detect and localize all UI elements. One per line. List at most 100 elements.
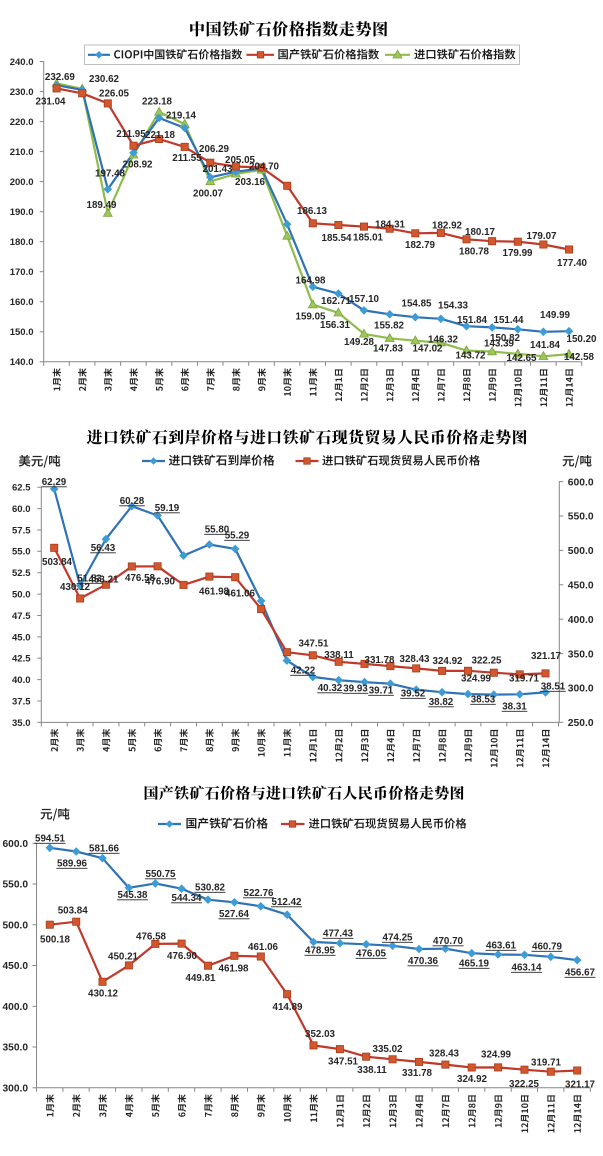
svg-text:478.95: 478.95 — [305, 946, 336, 957]
svg-text:149.99: 149.99 — [540, 310, 571, 321]
svg-text:476.90: 476.90 — [145, 577, 176, 588]
svg-text:150.82: 150.82 — [490, 333, 521, 344]
svg-text:338.11: 338.11 — [357, 1065, 387, 1076]
svg-text:456.67: 456.67 — [565, 968, 596, 979]
svg-text:157.10: 157.10 — [349, 294, 380, 305]
svg-text:182.92: 182.92 — [432, 221, 463, 232]
svg-text:35.0: 35.0 — [12, 718, 31, 729]
svg-text:40.0: 40.0 — [12, 675, 31, 686]
svg-text:38.31: 38.31 — [502, 702, 527, 713]
svg-text:449.81: 449.81 — [186, 973, 217, 984]
svg-text:154.85: 154.85 — [402, 299, 433, 310]
svg-text:143.39: 143.39 — [484, 339, 515, 350]
svg-text:140.0: 140.0 — [10, 357, 34, 368]
svg-text:470.70: 470.70 — [433, 936, 464, 947]
svg-text:60.28: 60.28 — [120, 496, 145, 507]
svg-text:594.51: 594.51 — [35, 834, 66, 845]
svg-text:512.42: 512.42 — [272, 897, 303, 908]
svg-text:52.5: 52.5 — [12, 568, 31, 579]
svg-text:147.83: 147.83 — [373, 344, 404, 355]
svg-text:42.5: 42.5 — [12, 654, 31, 665]
svg-text:177.40: 177.40 — [557, 258, 588, 269]
svg-text:203.16: 203.16 — [235, 177, 266, 188]
svg-text:190.0: 190.0 — [10, 207, 34, 218]
svg-text:180.17: 180.17 — [465, 227, 496, 238]
svg-text:200.0: 200.0 — [10, 177, 34, 188]
svg-text:170.0: 170.0 — [10, 267, 34, 278]
svg-text:300.0: 300.0 — [568, 684, 594, 695]
svg-text:322.25: 322.25 — [472, 656, 503, 667]
svg-text:204.70: 204.70 — [249, 162, 280, 173]
svg-text:461.98: 461.98 — [219, 964, 250, 975]
svg-text:141.84: 141.84 — [530, 340, 561, 351]
svg-text:150.20: 150.20 — [567, 334, 598, 345]
svg-text:319.71: 319.71 — [531, 1058, 562, 1069]
svg-text:503.84: 503.84 — [42, 557, 73, 568]
svg-text:460.79: 460.79 — [532, 942, 563, 953]
svg-text:151.44: 151.44 — [494, 315, 525, 326]
svg-text:60.0: 60.0 — [12, 504, 31, 515]
svg-text:319.71: 319.71 — [509, 674, 540, 685]
svg-text:476.90: 476.90 — [167, 951, 198, 962]
svg-text:223.18: 223.18 — [142, 97, 173, 108]
svg-text:324.99: 324.99 — [481, 1050, 512, 1061]
svg-text:476.58: 476.58 — [125, 573, 156, 584]
svg-text:321.17: 321.17 — [565, 1080, 596, 1091]
svg-text:154.33: 154.33 — [438, 301, 469, 312]
svg-text:240.0: 240.0 — [10, 57, 34, 68]
svg-text:147.02: 147.02 — [413, 344, 444, 355]
svg-text:38.53: 38.53 — [471, 695, 496, 706]
svg-text:38.82: 38.82 — [429, 697, 454, 708]
svg-text:55.80: 55.80 — [205, 525, 230, 536]
svg-text:430.12: 430.12 — [60, 582, 91, 593]
svg-text:200.07: 200.07 — [193, 189, 224, 200]
svg-text:322.25: 322.25 — [509, 1079, 540, 1090]
svg-text:463.61: 463.61 — [486, 941, 517, 952]
svg-text:461.06: 461.06 — [225, 589, 256, 600]
svg-text:189.49: 189.49 — [87, 200, 118, 211]
svg-text:465.19: 465.19 — [459, 959, 490, 970]
svg-text:335.02: 335.02 — [373, 1044, 404, 1055]
svg-text:185.01: 185.01 — [353, 233, 384, 244]
svg-text:179.99: 179.99 — [503, 248, 534, 259]
svg-text:522.76: 522.76 — [244, 888, 275, 899]
svg-text:226.05: 226.05 — [99, 89, 130, 100]
svg-text:62.5: 62.5 — [12, 483, 31, 494]
svg-text:550.75: 550.75 — [146, 869, 177, 880]
svg-text:324.92: 324.92 — [433, 656, 464, 667]
svg-text:347.51: 347.51 — [328, 1057, 359, 1068]
svg-text:40.32: 40.32 — [318, 683, 343, 694]
svg-text:476.05: 476.05 — [356, 949, 387, 960]
svg-text:211.55: 211.55 — [172, 153, 202, 164]
svg-text:450.0: 450.0 — [3, 961, 29, 972]
svg-text:39.71: 39.71 — [369, 686, 394, 697]
svg-text:600.0: 600.0 — [568, 477, 594, 488]
svg-text:545.38: 545.38 — [118, 890, 149, 901]
svg-text:164.98: 164.98 — [296, 276, 327, 287]
svg-text:50.0: 50.0 — [12, 590, 31, 601]
svg-text:220.0: 220.0 — [10, 117, 34, 128]
svg-text:39.93: 39.93 — [343, 684, 368, 695]
svg-text:150.0: 150.0 — [10, 327, 34, 338]
svg-text:500.18: 500.18 — [40, 935, 71, 946]
svg-text:55.29: 55.29 — [225, 531, 250, 542]
svg-text:250.0: 250.0 — [568, 718, 594, 729]
svg-text:160.0: 160.0 — [10, 297, 34, 308]
svg-text:197.48: 197.48 — [95, 169, 126, 180]
svg-text:179.07: 179.07 — [527, 231, 558, 242]
svg-text:201.43: 201.43 — [203, 164, 234, 175]
svg-text:328.43: 328.43 — [429, 1049, 460, 1060]
svg-text:142.65: 142.65 — [507, 353, 538, 364]
svg-text:500.0: 500.0 — [3, 920, 29, 931]
svg-text:149.28: 149.28 — [344, 337, 375, 348]
svg-text:55.0: 55.0 — [12, 547, 31, 558]
svg-text:347.51: 347.51 — [299, 639, 330, 650]
svg-text:503.84: 503.84 — [58, 906, 89, 917]
svg-text:328.43: 328.43 — [400, 654, 431, 665]
svg-text:321.17: 321.17 — [531, 651, 562, 662]
svg-text:62.29: 62.29 — [42, 477, 67, 488]
svg-text:185.54: 185.54 — [322, 233, 353, 244]
svg-text:461.06: 461.06 — [248, 942, 279, 953]
svg-text:186.13: 186.13 — [297, 206, 328, 217]
svg-text:219.14: 219.14 — [166, 111, 197, 122]
